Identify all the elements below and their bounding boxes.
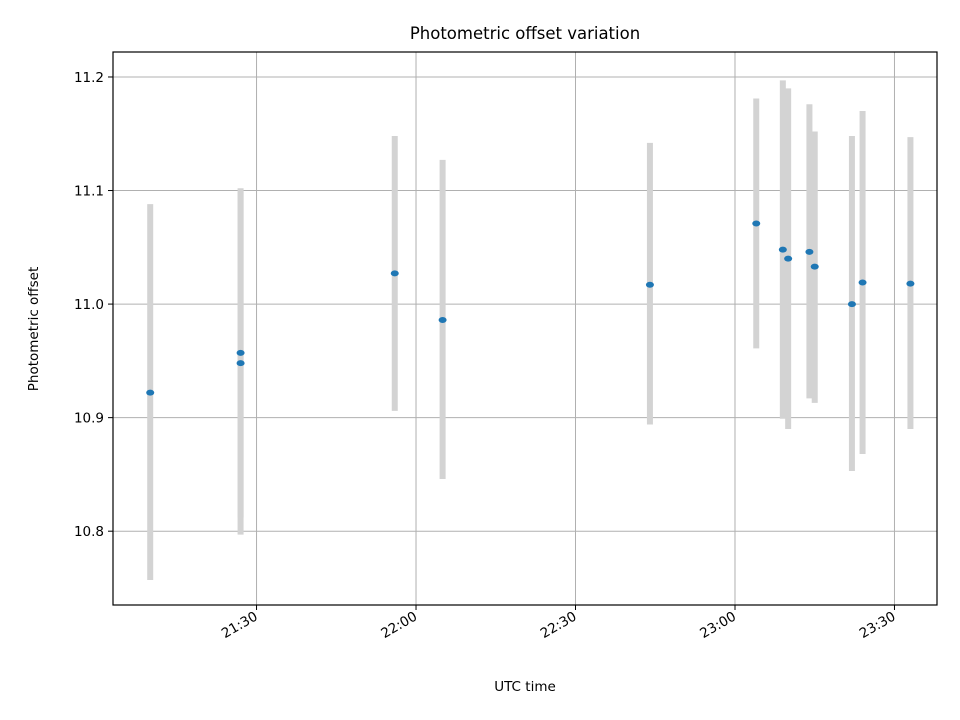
y-axis-ticks: 10.8 10.9 11.0 11.1 11.2	[74, 70, 113, 540]
grid	[113, 52, 937, 605]
data-point	[236, 349, 245, 356]
y-axis-label: Photometric offset	[26, 267, 42, 391]
data-point	[810, 263, 819, 270]
data-point	[858, 279, 867, 286]
data-point	[438, 316, 447, 323]
data-point	[236, 360, 245, 367]
data-point	[784, 255, 793, 262]
y-tick-label: 11.2	[74, 70, 104, 86]
x-axis-label: UTC time	[494, 679, 556, 695]
data-point	[146, 389, 155, 396]
data-point	[390, 270, 399, 277]
y-tick-label: 10.8	[74, 524, 104, 540]
data-point	[645, 281, 654, 288]
plot-area-frame	[112, 51, 938, 606]
chart-title: Photometric offset variation	[410, 24, 640, 43]
y-tick-label: 11.1	[74, 184, 104, 200]
data-point	[906, 280, 915, 287]
y-tick-label: 11.0	[74, 297, 104, 313]
data-point	[805, 248, 814, 255]
data-point	[778, 246, 787, 253]
data-point	[847, 301, 856, 308]
data-point	[752, 220, 761, 227]
data-points	[146, 220, 915, 396]
y-tick-label: 10.9	[74, 411, 104, 427]
